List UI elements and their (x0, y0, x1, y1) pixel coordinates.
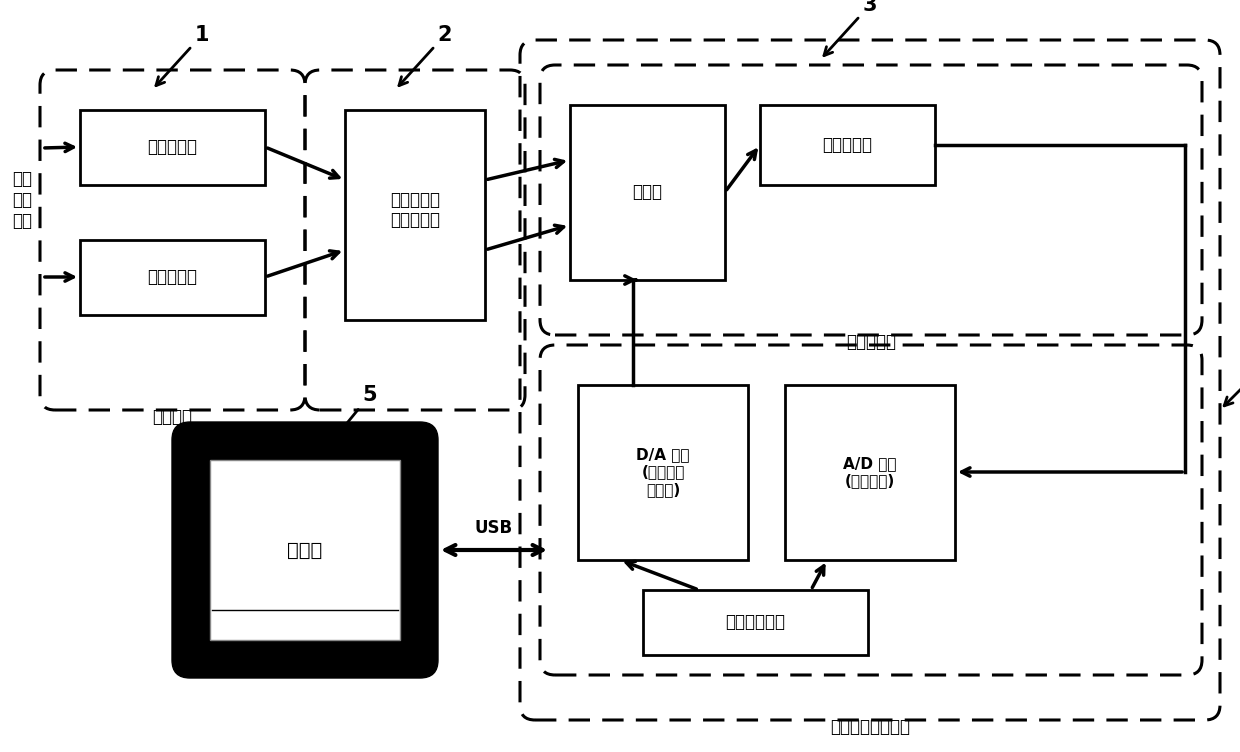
Text: 增益可调的
高通滤波器: 增益可调的 高通滤波器 (391, 190, 440, 229)
Bar (578, 385, 748, 560)
Text: 上位机: 上位机 (288, 541, 322, 559)
Text: 1: 1 (156, 25, 210, 86)
Text: A/D 模块
(低速采样): A/D 模块 (低速采样) (843, 456, 897, 488)
Text: D/A 模块
(产生伪随
机序列): D/A 模块 (产生伪随 机序列) (636, 447, 689, 497)
Text: 混频器: 混频器 (632, 183, 662, 201)
Bar (81, 110, 265, 185)
Text: 电压
电流
信号: 电压 电流 信号 (12, 170, 32, 230)
Text: 5: 5 (329, 385, 377, 445)
Text: 电压互感器: 电压互感器 (148, 138, 197, 156)
FancyBboxPatch shape (210, 460, 401, 640)
Text: 4: 4 (1224, 350, 1240, 406)
Text: 同步触发模块: 同步触发模块 (725, 613, 785, 631)
Text: USB: USB (475, 519, 513, 537)
Text: 2: 2 (399, 25, 453, 86)
Bar (644, 590, 868, 655)
Text: 传感电路: 传感电路 (153, 408, 192, 426)
Text: 电流互感器: 电流互感器 (148, 268, 197, 286)
Text: 低通滤波器: 低通滤波器 (822, 136, 872, 154)
Bar (570, 105, 725, 280)
FancyBboxPatch shape (172, 422, 438, 678)
Text: 多功能数据采集卡: 多功能数据采集卡 (830, 718, 910, 736)
Text: 混频滤波器: 混频滤波器 (846, 333, 897, 351)
Bar (785, 385, 955, 560)
Bar (345, 110, 485, 320)
Text: 3: 3 (823, 0, 877, 56)
Bar (760, 105, 935, 185)
Bar (81, 240, 265, 315)
